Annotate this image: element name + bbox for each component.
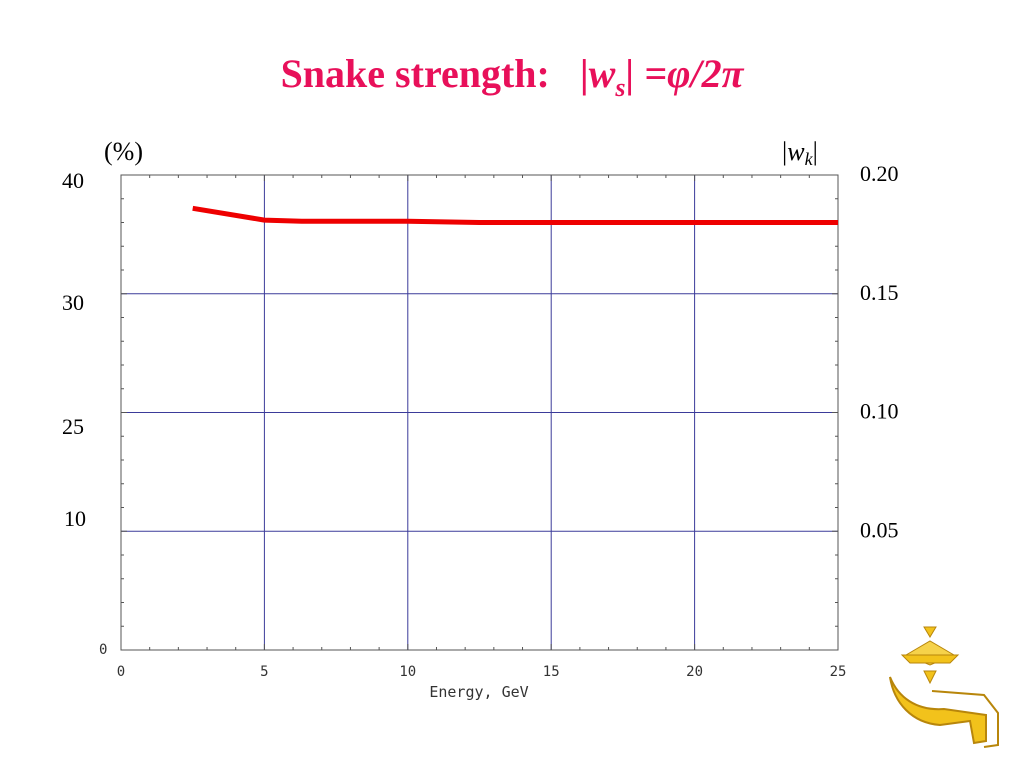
left-tick-label-30: 30 bbox=[62, 290, 84, 315]
x-tick-label: 5 bbox=[260, 664, 268, 680]
grid bbox=[121, 175, 838, 650]
title-formula-suffix: | =φ/2π bbox=[625, 51, 744, 96]
series-line bbox=[192, 205, 838, 225]
x-tick-label: 20 bbox=[686, 664, 703, 680]
right-unit-sub: k bbox=[805, 149, 814, 169]
right-tick-label: 0.15 bbox=[860, 280, 899, 305]
right-unit-suffix: | bbox=[813, 137, 818, 166]
right-unit-var: w bbox=[787, 137, 805, 166]
right-tick-label: 0.20 bbox=[860, 161, 899, 186]
left-tick-label-25: 25 bbox=[62, 414, 84, 439]
right-tick-labels: 0.05 0.10 0.15 0.20 bbox=[860, 161, 899, 542]
x-tick-label: 15 bbox=[543, 664, 560, 680]
left-axis-unit: (%) bbox=[104, 137, 143, 166]
x-axis-label: Energy, GeV bbox=[429, 683, 528, 701]
x-tick-label: 25 bbox=[830, 664, 847, 680]
title-formula-sub: s bbox=[615, 73, 626, 102]
left-tick-label-10: 10 bbox=[64, 506, 86, 531]
title-formula-var: w bbox=[588, 51, 616, 96]
spinning-top-hand-icon bbox=[889, 626, 999, 748]
left-tick-label-0: 0 bbox=[99, 642, 107, 658]
right-unit-prefix: | bbox=[782, 137, 787, 166]
title-formula-prefix: | bbox=[579, 51, 589, 96]
left-tick-label-40: 40 bbox=[62, 168, 84, 193]
x-tick-label: 10 bbox=[399, 664, 416, 680]
x-tick-labels: 0 5 10 15 20 25 bbox=[117, 664, 847, 680]
axis-ticks bbox=[120, 174, 839, 651]
right-tick-label: 0.05 bbox=[860, 517, 899, 542]
right-axis-unit: |wk| bbox=[782, 137, 818, 169]
x-tick-label: 0 bbox=[117, 664, 125, 680]
page-title: Snake strength: |ws| =φ/2π bbox=[0, 50, 1024, 103]
right-tick-label: 0.10 bbox=[860, 399, 899, 424]
title-text: Snake strength: bbox=[280, 51, 550, 96]
